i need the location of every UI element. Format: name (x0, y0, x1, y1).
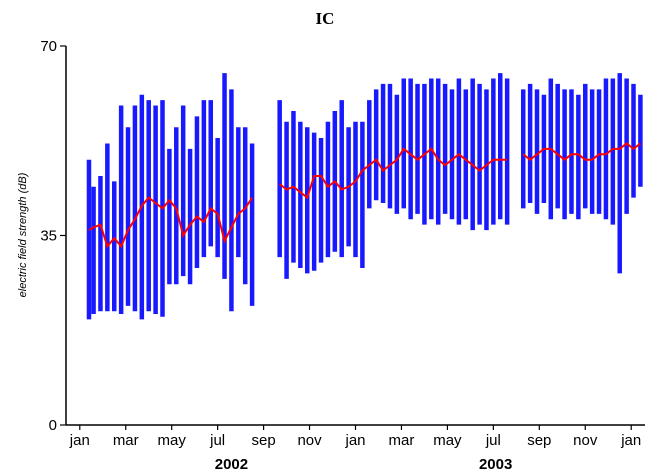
y-tick-label: 35 (40, 228, 57, 245)
mean-line (522, 142, 642, 161)
chart-title: IC (316, 9, 335, 28)
mean-line (279, 147, 508, 200)
x-tick-label: may (433, 432, 462, 449)
x-tick-label: may (158, 432, 187, 449)
y-tick-label: 0 (49, 417, 57, 434)
x-tick-label: jul (485, 432, 501, 449)
x-tick-label: mar (113, 432, 139, 449)
x-tick-label: sep (252, 432, 276, 449)
year-label: 2002 (215, 456, 248, 472)
y-axis-label: electric field strength (dB) (17, 172, 29, 297)
x-tick-label: nov (297, 432, 322, 449)
x-tick-label: sep (527, 432, 551, 449)
plot-area (86, 73, 643, 320)
x-tick-label: jan (69, 432, 90, 449)
mean-line (88, 196, 253, 249)
x-tick-label: jul (209, 432, 225, 449)
y-tick-label: 70 (40, 38, 57, 55)
x-tick-label: jan (620, 432, 641, 449)
x-tick-label: mar (389, 432, 415, 449)
x-tick-label: nov (573, 432, 598, 449)
year-label: 2003 (479, 456, 512, 472)
x-tick-label: jan (344, 432, 365, 449)
axes: 0 35 70 jan mar may jul sep nov jan mar may jul sep no… (40, 38, 641, 472)
